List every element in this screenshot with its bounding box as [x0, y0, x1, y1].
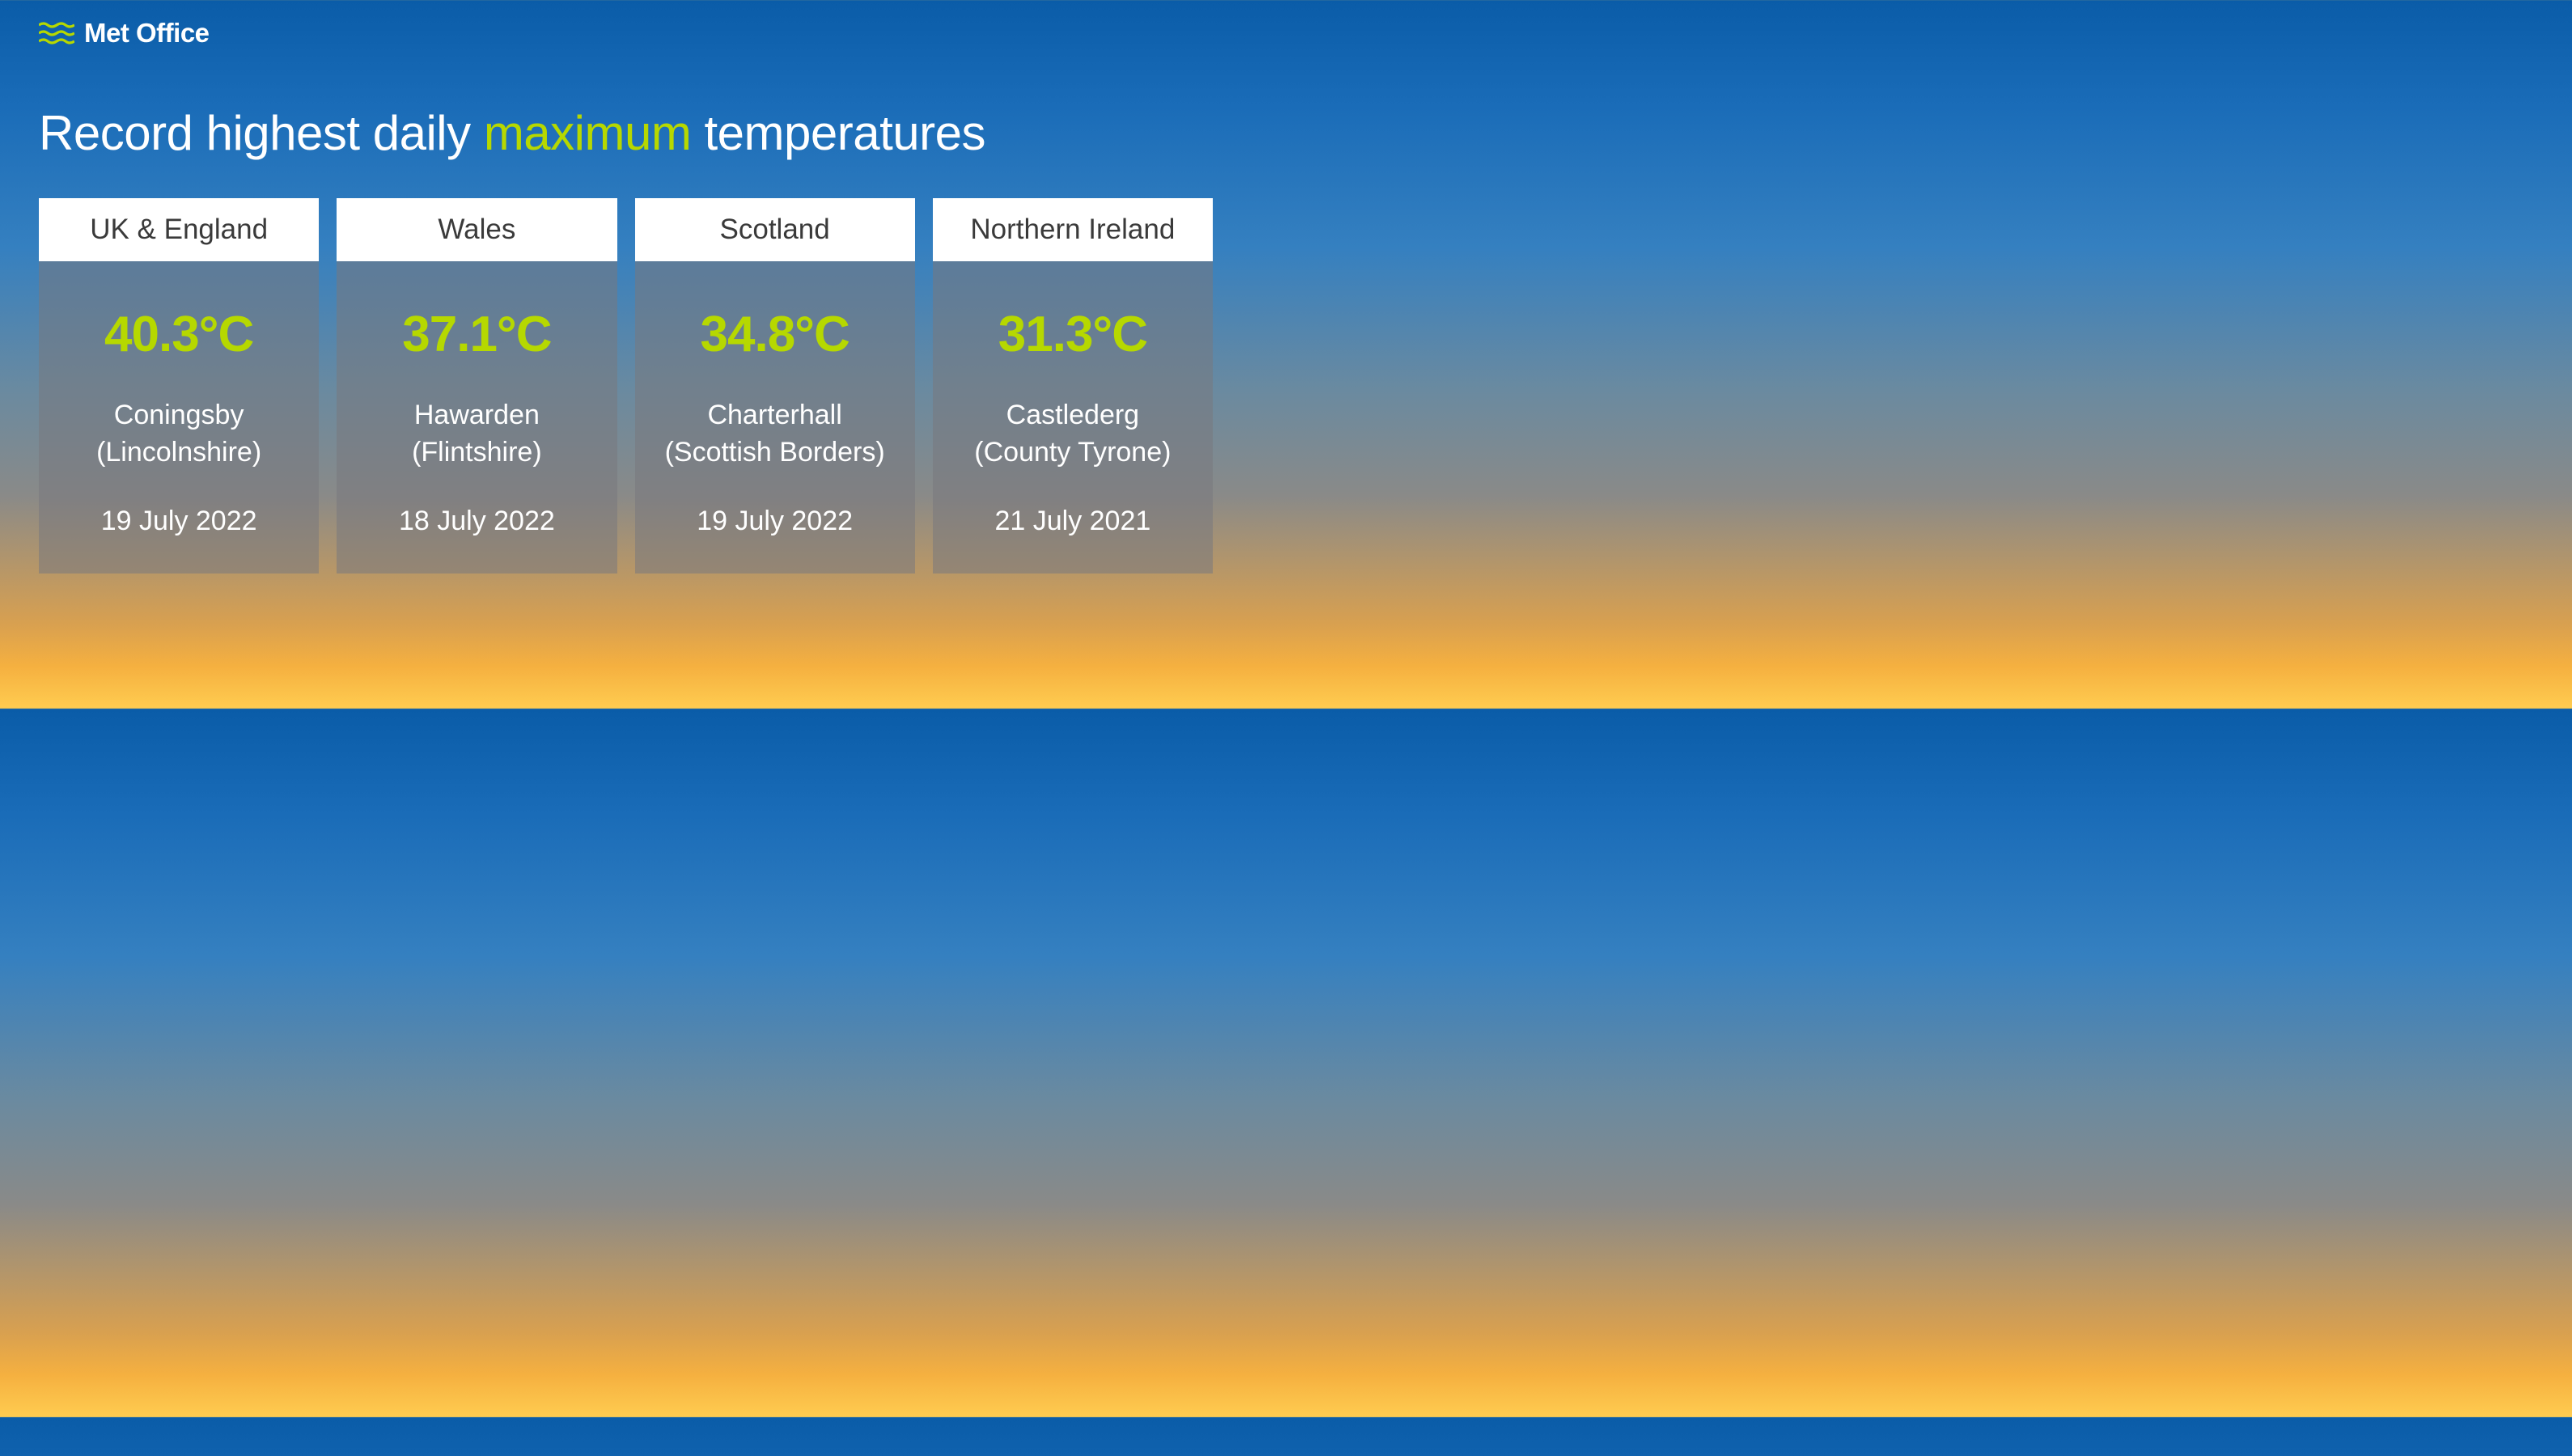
title-highlight: maximum: [484, 106, 692, 160]
temperature-value: 40.3°C: [50, 306, 307, 363]
location-name: Charterhall: [707, 400, 841, 430]
record-date: 18 July 2022: [348, 506, 605, 537]
record-date: 21 July 2021: [944, 506, 1201, 537]
region-label: Northern Ireland: [933, 198, 1213, 261]
record-card: Northern Ireland 31.3°C Castlederg (Coun…: [933, 198, 1213, 574]
location-name: Castlederg: [1006, 400, 1139, 430]
record-card: Wales 37.1°C Hawarden (Flintshire) 18 Ju…: [337, 198, 617, 574]
record-card: UK & England 40.3°C Coningsby (Lincolnsh…: [39, 198, 319, 574]
record-body: 31.3°C Castlederg (County Tyrone) 21 Jul…: [933, 261, 1213, 574]
location-area: (County Tyrone): [974, 437, 1171, 468]
temperature-value: 37.1°C: [348, 306, 605, 363]
met-office-waves-icon: [39, 21, 74, 45]
location-area: (Flintshire): [412, 437, 542, 468]
record-date: 19 July 2022: [646, 506, 904, 537]
location-text: Castlederg (County Tyrone): [944, 397, 1201, 472]
temperature-value: 31.3°C: [944, 306, 1201, 363]
region-label: Scotland: [635, 198, 915, 261]
title-post: temperatures: [691, 106, 985, 160]
record-body: 34.8°C Charterhall (Scottish Borders) 19…: [635, 261, 915, 574]
location-area: (Scottish Borders): [665, 437, 885, 468]
location-area: (Lincolnshire): [96, 437, 261, 468]
record-body: 40.3°C Coningsby (Lincolnshire) 19 July …: [39, 261, 319, 574]
brand-name: Met Office: [84, 18, 210, 49]
record-body: 37.1°C Hawarden (Flintshire) 18 July 202…: [337, 261, 617, 574]
record-date: 19 July 2022: [50, 506, 307, 537]
location-text: Coningsby (Lincolnshire): [50, 397, 307, 472]
location-text: Hawarden (Flintshire): [348, 397, 605, 472]
brand-logo: Met Office: [39, 18, 210, 49]
region-label: UK & England: [39, 198, 319, 261]
title-pre: Record highest daily: [39, 106, 484, 160]
region-label: Wales: [337, 198, 617, 261]
location-name: Coningsby: [114, 400, 244, 430]
records-container: UK & England 40.3°C Coningsby (Lincolnsh…: [39, 198, 1213, 574]
temperature-value: 34.8°C: [646, 306, 904, 363]
page-title: Record highest daily maximum temperature…: [39, 105, 985, 161]
location-text: Charterhall (Scottish Borders): [646, 397, 904, 472]
record-card: Scotland 34.8°C Charterhall (Scottish Bo…: [635, 198, 915, 574]
location-name: Hawarden: [414, 400, 540, 430]
